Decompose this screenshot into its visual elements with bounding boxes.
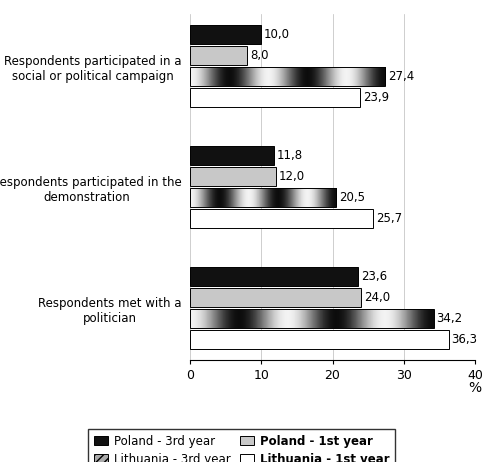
Bar <box>190 330 448 349</box>
Bar <box>190 46 247 65</box>
Text: 20,5: 20,5 <box>339 191 365 204</box>
Text: 12,0: 12,0 <box>278 170 304 183</box>
Text: 23,6: 23,6 <box>361 270 387 283</box>
Bar <box>190 67 385 86</box>
Text: 23,9: 23,9 <box>363 91 390 104</box>
X-axis label: %: % <box>468 381 481 395</box>
Bar <box>190 209 373 228</box>
Bar <box>190 146 274 165</box>
Bar <box>190 88 360 107</box>
Text: 11,8: 11,8 <box>277 149 303 162</box>
Bar <box>190 309 434 328</box>
Text: 25,7: 25,7 <box>376 212 402 225</box>
Text: 36,3: 36,3 <box>452 333 477 346</box>
Legend: Poland - 3rd year, Lithuania - 3rd year, Poland - 1st year, Lithuania - 1st year: Poland - 3rd year, Lithuania - 3rd year,… <box>88 429 396 462</box>
Bar <box>190 267 358 286</box>
Bar <box>190 167 276 186</box>
Bar <box>190 288 361 307</box>
Bar <box>190 188 336 207</box>
Text: 34,2: 34,2 <box>436 312 462 325</box>
Bar <box>190 25 261 44</box>
Text: 8,0: 8,0 <box>250 49 268 62</box>
Text: 24,0: 24,0 <box>364 291 390 304</box>
Text: 10,0: 10,0 <box>264 28 290 41</box>
Text: 27,4: 27,4 <box>388 70 414 83</box>
